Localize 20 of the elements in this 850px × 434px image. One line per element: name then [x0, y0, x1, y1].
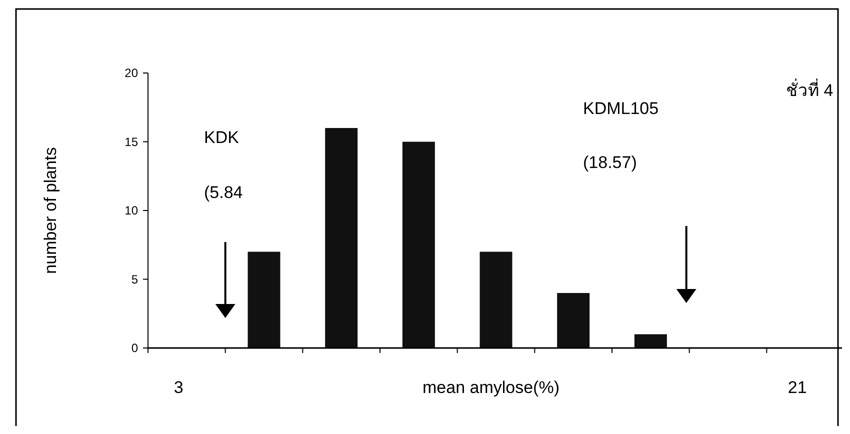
- annotation: ชั่วที่ 4: [786, 78, 834, 100]
- x-tick-label: 3: [174, 378, 184, 397]
- annotation: KDML105: [583, 99, 659, 118]
- y-tick-label: 20: [124, 66, 138, 80]
- annotation: (5.84: [204, 183, 243, 202]
- bar: [402, 142, 435, 348]
- y-axis-title: number of plants: [41, 147, 60, 274]
- annotation: (18.57): [583, 153, 637, 172]
- annotation: KDK: [204, 128, 240, 147]
- x-axis-title: mean amylose(%): [422, 378, 560, 397]
- x-tick-label: 21: [788, 378, 807, 397]
- bar: [248, 252, 280, 348]
- y-tick-label: 15: [124, 134, 138, 149]
- y-tick-label: 5: [131, 272, 138, 286]
- bar: [480, 252, 512, 348]
- y-tick-label: 0: [131, 341, 138, 356]
- bar: [557, 293, 590, 348]
- y-tick-label: 10: [124, 204, 138, 218]
- bar: [634, 334, 667, 348]
- bar: [325, 128, 358, 348]
